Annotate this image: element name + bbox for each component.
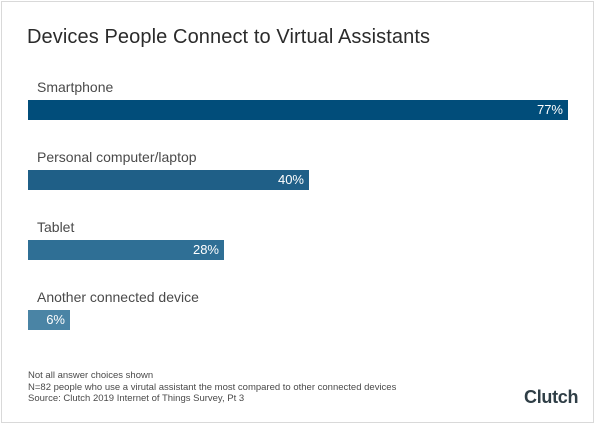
bar-value-label: 77%	[536, 102, 563, 117]
bar: 28%	[28, 240, 224, 260]
bar: 40%	[28, 170, 309, 190]
bar: 6%	[28, 310, 70, 330]
chart-notes: Not all answer choices shown N=82 people…	[28, 370, 396, 405]
category-label: Personal computer/laptop	[37, 149, 197, 165]
note-answer-choices: Not all answer choices shown	[28, 370, 154, 381]
category-label: Another connected device	[37, 289, 199, 305]
note-sample-size: N=82 people who use a virutal assistant …	[28, 381, 397, 393]
bar-value-label: 28%	[192, 242, 219, 257]
category-label: Tablet	[37, 219, 75, 235]
category-label: Smartphone	[37, 79, 114, 95]
bar-value-label: 6%	[46, 312, 65, 327]
note-source: Source: Clutch 2019 Internet of Things S…	[28, 393, 245, 404]
bar-value-label: 40%	[277, 172, 304, 187]
clutch-logo: Clutch	[524, 387, 579, 407]
bar: 77%	[28, 100, 568, 120]
chart-title: Devices People Connect to Virtual Assist…	[27, 26, 431, 48]
